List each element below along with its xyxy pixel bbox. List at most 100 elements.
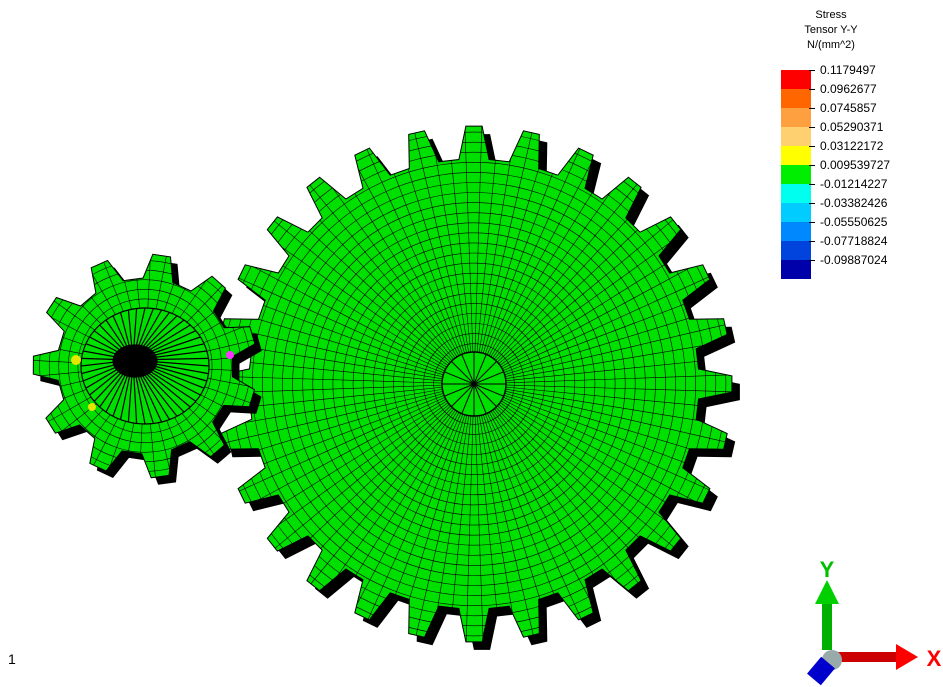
legend-swatch: [781, 146, 811, 165]
hub-spoke: [473, 371, 504, 385]
mesh-spoke: [308, 383, 475, 588]
mesh-spoke: [235, 383, 475, 494]
mesh-spoke: [223, 383, 475, 461]
mesh-ring: [332, 242, 616, 526]
mesh-spoke: [473, 383, 584, 623]
mesh-ring: [58, 279, 232, 453]
mesh-spoke: [473, 383, 551, 635]
legend-value: -0.03382426: [820, 196, 888, 210]
large-gear: [215, 125, 740, 650]
axis-triad: Y X: [807, 557, 942, 686]
mesh-ring: [342, 252, 606, 516]
legend-tick: [809, 146, 815, 147]
hub-spoke: [461, 354, 475, 385]
hub-spoke: [473, 383, 487, 414]
mesh-spoke: [350, 383, 475, 616]
mesh-ring: [433, 343, 515, 425]
small-gear-hub-mesh: [80, 307, 210, 425]
z-axis-arrow: [807, 656, 835, 686]
stress-legend: Stress Tensor Y-Y N/(mm^2) 0.1179497 0.09…: [776, 8, 936, 279]
mesh-ring: [322, 232, 626, 536]
mesh-spoke: [473, 383, 535, 640]
hub-spoke: [461, 383, 475, 414]
mesh-spoke: [216, 383, 475, 394]
mesh-spoke: [271, 383, 475, 552]
mesh-spoke: [306, 181, 475, 385]
mesh-spoke: [364, 145, 475, 385]
mesh-ring: [77, 298, 213, 434]
mesh-spoke: [473, 259, 705, 385]
mesh-spoke: [473, 357, 732, 385]
mesh-spoke: [473, 383, 732, 410]
mesh-spoke: [234, 276, 475, 385]
x-axis-arrow-head: [896, 644, 918, 670]
mesh-spoke: [283, 383, 475, 564]
mesh-spoke: [473, 383, 678, 550]
mesh-spoke: [242, 260, 475, 385]
mesh-ring: [302, 212, 646, 556]
mesh-spoke: [473, 192, 653, 385]
mesh-spoke: [413, 128, 475, 385]
mesh-spoke: [473, 126, 483, 385]
large-gear-mesh-lines: [216, 126, 732, 642]
mesh-spoke: [473, 204, 665, 385]
mesh-ring: [393, 303, 555, 465]
hub-spoke: [473, 383, 497, 407]
legend-tick: [809, 70, 815, 71]
mesh-spoke: [473, 383, 599, 615]
mesh-spoke: [251, 383, 475, 524]
mesh-spoke: [382, 383, 475, 630]
mesh-ring: [382, 292, 565, 475]
mesh-ring: [413, 323, 535, 445]
mesh-spoke: [473, 383, 614, 607]
mesh-spoke: [216, 358, 475, 385]
legend-swatch: [781, 203, 811, 222]
mesh-ring: [252, 162, 696, 606]
mesh-spoke: [465, 383, 475, 642]
mesh-spoke: [447, 126, 475, 385]
yellow-stress-patch: [71, 355, 81, 365]
mesh-spoke: [430, 126, 475, 385]
mesh-spoke: [473, 144, 582, 385]
mesh-spoke: [473, 383, 628, 597]
mesh-spoke: [473, 383, 501, 642]
hub-spoke: [473, 383, 504, 397]
mesh-spoke: [349, 153, 475, 385]
mesh-spoke: [321, 383, 475, 598]
mesh-spoke: [243, 383, 475, 509]
mesh-spoke: [473, 383, 706, 508]
legend-tick: [809, 203, 815, 204]
large-gear-hub-lines: [442, 352, 506, 416]
legend-swatch: [781, 89, 811, 108]
legend-swatch: [781, 222, 811, 241]
mesh-ring: [272, 182, 676, 586]
mesh-spoke: [473, 374, 732, 385]
mesh-spoke: [473, 383, 688, 537]
mesh-spoke: [473, 383, 568, 630]
mesh-spoke: [473, 274, 713, 385]
legend-value: 0.05290371: [820, 120, 884, 134]
mesh-spoke: [270, 218, 475, 385]
mesh-spoke: [223, 308, 475, 385]
mesh-spoke: [431, 383, 475, 642]
mesh-spoke: [473, 170, 627, 385]
hub-core: [112, 344, 158, 378]
small-gear: [32, 253, 262, 485]
mesh-spoke: [473, 126, 517, 385]
mesh-spoke: [473, 230, 687, 385]
legend-tick: [809, 127, 815, 128]
y-axis-label: Y: [820, 557, 835, 582]
mesh-spoke: [282, 205, 475, 385]
mesh-ring: [352, 262, 596, 506]
mesh-spoke: [448, 383, 475, 642]
mesh-spoke: [473, 383, 484, 642]
hub-spoke: [473, 354, 487, 385]
legend-value: 0.03122172: [820, 139, 884, 153]
mesh-spoke: [473, 290, 720, 385]
legend-tick: [809, 89, 815, 90]
mesh-spoke: [473, 133, 550, 385]
legend-swatch: [781, 241, 811, 260]
hub-spoke: [444, 383, 475, 397]
legend-value: -0.01214227: [820, 177, 888, 191]
